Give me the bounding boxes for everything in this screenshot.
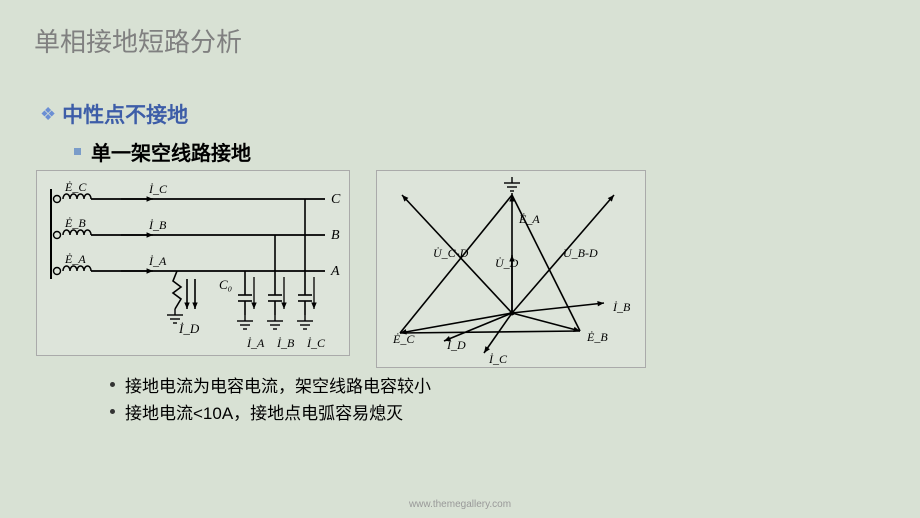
phasor-diagram: Ė_A U̇_D U̇_C-D U̇_B-D İ_B Ė_B Ė_C İ_D İ_C (376, 170, 646, 368)
bullet-icon (110, 409, 115, 414)
circuit-diagram: Ė_C Ė_B Ė_A İ_C İ_B İ_A C B A İ_D C₀ İ_A İ_B İ_C (36, 170, 350, 356)
svg-text:İ_A: İ_A (148, 254, 167, 268)
diagram-row: Ė_C Ė_B Ė_A İ_C İ_B İ_A C B A İ_D C₀ İ_A İ_B İ_C Ė_A U… (36, 170, 920, 368)
svg-text:Ė_B: Ė_B (64, 216, 86, 230)
outline-level2: 单一架空线路接地 (74, 137, 920, 166)
slide-title: 单相接地短路分析 (0, 0, 920, 59)
svg-text:İ_C: İ_C (306, 336, 326, 350)
svg-text:Ė_A: Ė_A (518, 212, 540, 226)
svg-text:Ė_C: Ė_C (392, 332, 415, 346)
bullet-list: 接地电流为电容电流，架空线路电容较小 接地电流<10A，接地点电弧容易熄灭 (110, 372, 920, 424)
bullet-item: 接地电流为电容电流，架空线路电容较小 (110, 372, 920, 397)
svg-text:İ_B: İ_B (276, 336, 295, 350)
svg-text:İ_C: İ_C (488, 352, 508, 366)
bullet-item: 接地电流<10A，接地点电弧容易熄灭 (110, 399, 920, 424)
svg-text:U̇_D: U̇_D (495, 256, 519, 270)
square-icon (74, 148, 81, 155)
svg-text:B: B (331, 228, 340, 243)
svg-text:C: C (331, 192, 341, 207)
diamond-icon: ❖ (40, 104, 56, 125)
svg-text:İ_A: İ_A (246, 336, 265, 350)
svg-text:İ_B: İ_B (148, 218, 167, 232)
svg-text:İ_D: İ_D (178, 321, 200, 336)
svg-text:İ_D: İ_D (446, 338, 466, 352)
svg-text:Ė_A: Ė_A (64, 252, 86, 266)
svg-text:C₀: C₀ (219, 277, 232, 292)
level1-text: 中性点不接地 (62, 99, 188, 129)
svg-text:Ė_C: Ė_C (64, 180, 87, 194)
bullet-text: 接地电流<10A，接地点电弧容易熄灭 (125, 399, 403, 424)
outline-level1: ❖ 中性点不接地 (40, 99, 920, 129)
svg-text:U̇_B-D: U̇_B-D (563, 246, 598, 260)
svg-text:İ_C: İ_C (148, 182, 168, 196)
svg-text:Ė_B: Ė_B (586, 330, 608, 344)
svg-text:A: A (330, 264, 340, 279)
bullet-text: 接地电流为电容电流，架空线路电容较小 (125, 372, 431, 397)
svg-text:İ_B: İ_B (612, 300, 631, 314)
level2-text: 单一架空线路接地 (91, 137, 251, 166)
footer-url: www.themegallery.com (0, 499, 920, 510)
bullet-icon (110, 382, 115, 387)
svg-text:U̇_C-D: U̇_C-D (433, 246, 469, 260)
